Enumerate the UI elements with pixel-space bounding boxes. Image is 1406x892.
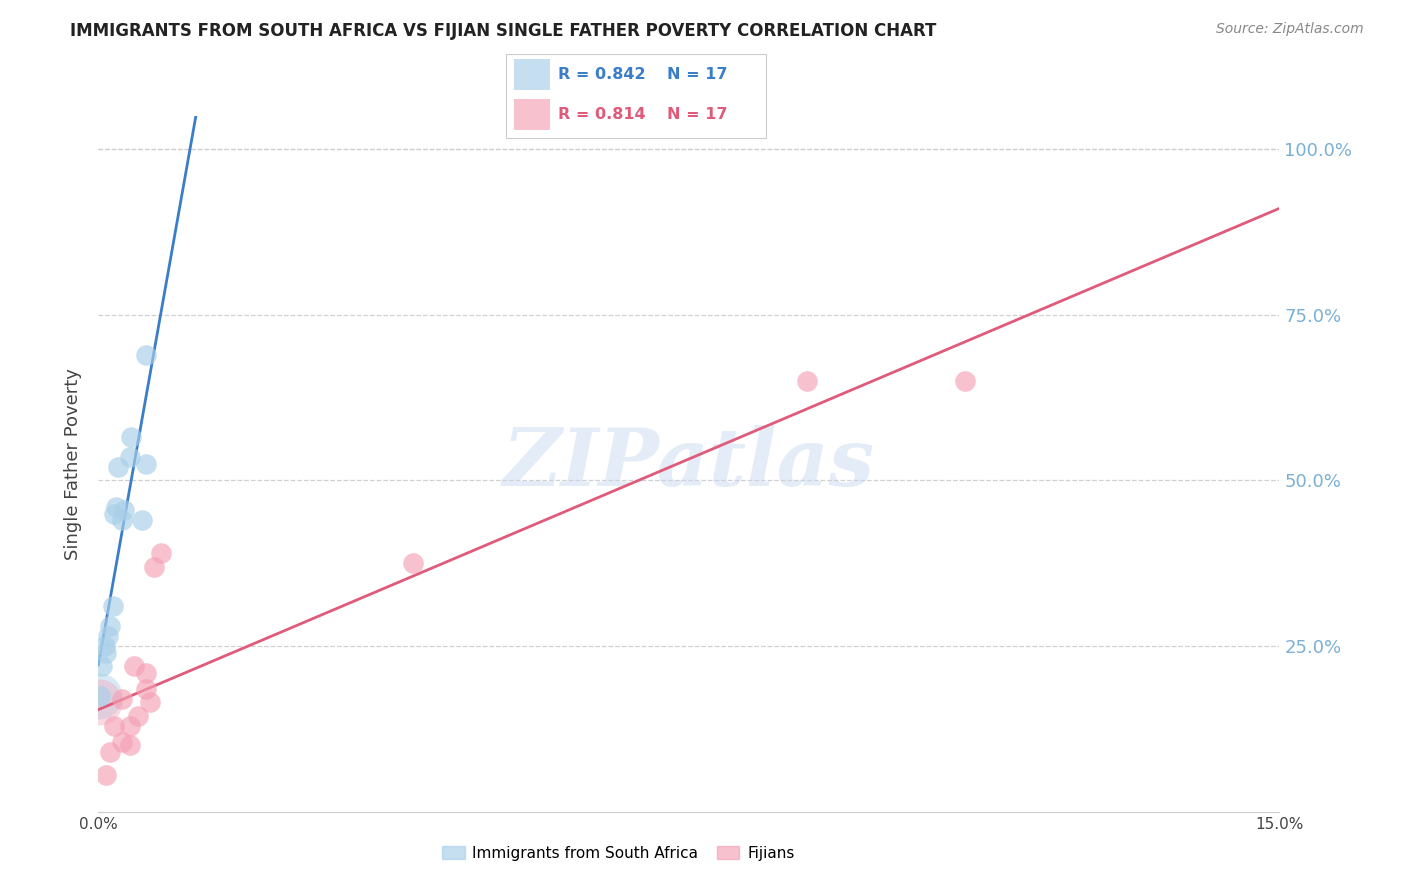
Point bbox=[101, 599, 124, 614]
Point bbox=[111, 513, 134, 527]
Point bbox=[122, 659, 145, 673]
Text: R = 0.842: R = 0.842 bbox=[558, 67, 645, 82]
Point bbox=[103, 718, 125, 732]
Point bbox=[135, 665, 157, 680]
Bar bbox=[515, 99, 550, 130]
Legend: Immigrants from South Africa, Fijians: Immigrants from South Africa, Fijians bbox=[436, 839, 800, 867]
Y-axis label: Single Father Poverty: Single Father Poverty bbox=[65, 368, 83, 560]
Point bbox=[111, 692, 134, 706]
Point bbox=[402, 556, 425, 570]
Text: ZIPatlas: ZIPatlas bbox=[503, 425, 875, 502]
Point bbox=[97, 629, 120, 643]
Point bbox=[150, 546, 173, 560]
Point bbox=[138, 695, 160, 709]
Point bbox=[135, 682, 157, 697]
Point bbox=[107, 460, 129, 475]
Point bbox=[89, 695, 111, 709]
Point bbox=[98, 619, 121, 633]
Point bbox=[103, 507, 125, 521]
Point bbox=[118, 739, 141, 753]
Point bbox=[89, 689, 111, 703]
Point bbox=[142, 559, 165, 574]
Point bbox=[111, 735, 134, 749]
Point bbox=[118, 450, 141, 465]
Point bbox=[112, 503, 135, 517]
Text: Source: ZipAtlas.com: Source: ZipAtlas.com bbox=[1216, 22, 1364, 37]
Point bbox=[131, 513, 153, 527]
Point bbox=[93, 639, 115, 653]
Point bbox=[96, 646, 118, 660]
Point bbox=[89, 689, 111, 703]
Point bbox=[121, 430, 143, 444]
Point bbox=[135, 457, 157, 471]
Point bbox=[135, 347, 157, 361]
Point bbox=[91, 659, 114, 673]
Point bbox=[118, 718, 141, 732]
Point bbox=[796, 374, 818, 388]
Text: IMMIGRANTS FROM SOUTH AFRICA VS FIJIAN SINGLE FATHER POVERTY CORRELATION CHART: IMMIGRANTS FROM SOUTH AFRICA VS FIJIAN S… bbox=[70, 22, 936, 40]
Point bbox=[127, 708, 149, 723]
Point bbox=[96, 768, 118, 782]
Point bbox=[98, 745, 121, 759]
Text: N = 17: N = 17 bbox=[668, 107, 728, 122]
Point bbox=[953, 374, 976, 388]
Bar bbox=[515, 60, 550, 90]
Text: R = 0.814: R = 0.814 bbox=[558, 107, 645, 122]
Point bbox=[104, 500, 127, 514]
Text: N = 17: N = 17 bbox=[668, 67, 728, 82]
